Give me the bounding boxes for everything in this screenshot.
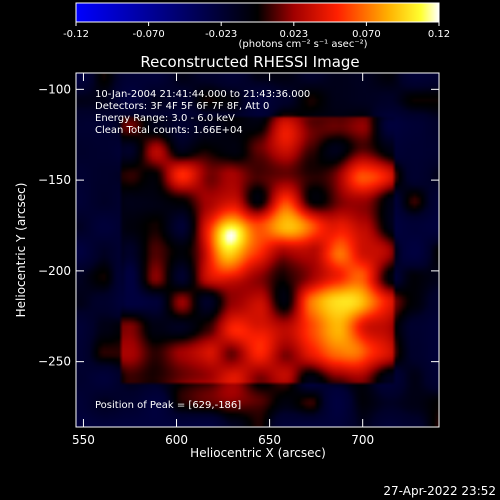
colorbar-tick-label: -0.070 [132,29,164,40]
x-tick-label: 600 [165,433,188,447]
colorbar-strip [75,2,440,23]
info-panel: 10-Jan-2004 21:41:44.000 to 21:43:36.000… [95,89,310,136]
colorbar-tick-label: -0.023 [205,29,237,40]
colorbar-tick-label: 0.12 [428,29,450,40]
chart-title: Reconstructed RHESSI Image [140,53,359,71]
colorbar-ticks: -0.12 -0.070 -0.023 0.023 0.070 0.12 [63,22,450,40]
info-line-energy: Energy Range: 3.0 - 6.0 keV [95,113,235,124]
y-tick-label: −150 [38,173,71,187]
x-tick-label: 700 [351,433,374,447]
colorbar: -0.12 -0.070 -0.023 0.023 0.070 0.12 (photons… [63,2,450,50]
peak-position-text: Position of Peak = [629,-186] [95,400,241,411]
colorbar-tick-label: 0.070 [352,29,381,40]
colorbar-tick-label: -0.12 [63,29,89,40]
info-line-detectors: Detectors: 3F 4F 5F 6F 7F 8F, Att 0 [95,101,269,112]
x-axis-label: Heliocentric X (arcsec) [190,446,326,460]
x-tick-label: 650 [258,433,281,447]
footer-date: 27-Apr-2022 23:52 [383,484,496,498]
plot-frame [75,72,440,428]
info-line-time: 10-Jan-2004 21:41:44.000 to 21:43:36.000 [95,89,310,100]
heatmap-holder [76,73,439,427]
info-line-counts: Clean Total counts: 1.66E+04 [95,125,243,136]
y-tick-label: −100 [38,82,71,96]
y-tick-label: −250 [38,355,71,369]
y-axis-label: Heliocentric Y (arcsec) [14,183,28,318]
y-tick-label: −200 [38,264,71,278]
heatmap-image [76,73,439,427]
y-axis-ticks: −100 −150 −200 −250 [38,82,439,369]
colorbar-tick-label: 0.023 [279,29,308,40]
x-axis-ticks: 550 600 650 700 [72,73,374,447]
colorbar-units: (photons cm⁻² s⁻¹ asec⁻²) [238,39,367,50]
x-tick-label: 550 [72,433,95,447]
